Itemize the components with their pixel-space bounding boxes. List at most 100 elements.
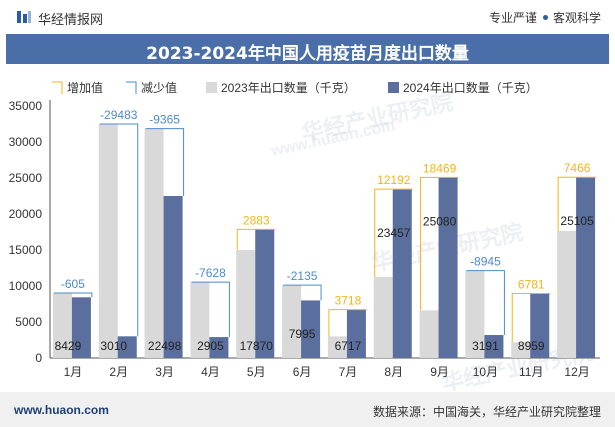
x-tick-label: 12月 [564, 365, 589, 379]
slogan-left: 专业严谨 [488, 11, 537, 25]
bar-2024 [301, 300, 321, 358]
change-value-label: -8945 [470, 255, 501, 269]
increase-bracket [236, 228, 276, 251]
value-label-2024: 8959 [518, 339, 545, 353]
website-link[interactable]: www.huaon.com [14, 403, 109, 417]
legend-label: 2023年出口数量（千克） [221, 80, 356, 95]
value-label-2024: 3191 [472, 339, 499, 353]
y-tick-label: 5000 [15, 315, 42, 329]
bar-2023 [419, 310, 439, 358]
x-tick-label: 5月 [247, 365, 266, 379]
x-tick-label: 2月 [109, 365, 128, 379]
bar-2024 [163, 196, 183, 358]
change-value-label: -7628 [195, 266, 226, 280]
change-value-label: 18469 [423, 161, 457, 175]
bar-2023 [373, 276, 393, 358]
bar-2024 [255, 229, 275, 358]
value-label-2024: 22498 [148, 339, 182, 353]
bar-2023 [52, 292, 72, 358]
bar-2023 [98, 124, 118, 358]
value-label-2024: 6717 [335, 339, 362, 353]
change-value-label: 3718 [335, 294, 362, 308]
change-value-label: 7466 [564, 161, 591, 175]
legend-swatch-increase [52, 81, 63, 94]
x-tick-label: 1月 [64, 365, 83, 379]
bar-2023 [557, 230, 577, 358]
bar-2024 [530, 293, 550, 358]
value-label-2024: 23457 [377, 226, 411, 240]
data-source: 数据来源：中国海关，华经产业研究院整理 [372, 405, 601, 419]
bar-2023 [327, 336, 347, 358]
legend-swatch-2023 [206, 82, 217, 93]
increase-bracket [557, 176, 597, 231]
value-label-2024: 25080 [423, 214, 457, 228]
x-tick-label: 3月 [155, 365, 174, 379]
change-value-label: -29483 [100, 108, 138, 122]
x-tick-label: 8月 [384, 365, 403, 379]
bar-2024 [209, 337, 229, 358]
legend-swatch-2024 [388, 82, 399, 93]
x-tick-label: 11月 [519, 365, 543, 379]
value-label-2024: 2905 [197, 339, 224, 353]
y-tick-label: 20000 [9, 207, 43, 221]
y-tick-label: 10000 [9, 279, 43, 293]
legend-label: 减少值 [141, 80, 177, 95]
change-value-label: -2135 [287, 269, 318, 283]
brand-name: 华经情报网 [38, 12, 104, 27]
bar-2024 [346, 309, 366, 358]
legend-swatch-decrease [126, 81, 137, 94]
y-tick-label: 15000 [9, 243, 43, 257]
change-value-label: -9365 [149, 113, 180, 127]
bar-2024 [576, 177, 596, 358]
x-tick-label: 4月 [201, 365, 220, 379]
increase-bracket [511, 292, 551, 343]
y-tick-label: 25000 [9, 171, 43, 185]
change-value-label: -605 [61, 277, 85, 291]
x-tick-label: 9月 [430, 365, 449, 379]
decrease-bracket [145, 128, 185, 197]
bar-2023 [190, 282, 210, 358]
bar-2023 [511, 342, 531, 358]
value-label-2024: 3010 [100, 339, 127, 353]
increase-bracket [374, 188, 413, 277]
title-bar: 2023-2024年中国人用疫苗月度出口数量 [6, 34, 609, 64]
bar-2024 [484, 335, 504, 358]
value-label-2024: 7995 [289, 327, 316, 341]
bar-2024 [438, 177, 458, 358]
slogan-right: 客观科学 [552, 11, 601, 25]
slogan: 专业严谨 客观科学 [489, 9, 601, 26]
increase-bracket [420, 176, 459, 311]
chart-title: 2023-2024年中国人用疫苗月度出口数量 [146, 44, 469, 64]
x-tick-label: 7月 [339, 365, 358, 379]
bar-chart: 增加值 减少值 2023年出口数量（千克） 2024年出口数量（千克） 0 5000 100… [9, 80, 600, 379]
x-tick-label: 10月 [473, 365, 498, 379]
change-value-label: 6781 [518, 277, 545, 291]
value-label-2024: 25105 [560, 214, 594, 228]
y-tick-label: 35000 [9, 99, 43, 113]
separator-dot [542, 15, 548, 21]
top-bar: 华经情报网 专业严谨 客观科学 [0, 0, 615, 34]
value-label-2024: 8429 [55, 339, 82, 353]
bar-2024 [117, 336, 137, 358]
decrease-bracket [466, 270, 505, 336]
bar-2024 [71, 297, 91, 358]
footer: www.huaon.com 数据来源：中国海关，华经产业研究院整理 [0, 392, 615, 427]
bar-2024 [392, 189, 412, 358]
decrease-bracket [53, 292, 93, 298]
decrease-bracket [191, 281, 230, 338]
legend-label: 增加值 [67, 80, 103, 95]
change-value-label: 12192 [377, 173, 411, 187]
y-tick-label: 30000 [9, 135, 43, 149]
increase-bracket [328, 309, 367, 337]
bar-2023 [144, 128, 164, 358]
y-tick-label: 0 [35, 351, 42, 365]
bar-2023 [465, 270, 485, 358]
huajing-logo-icon [17, 11, 31, 23]
decrease-bracket [283, 284, 322, 301]
decrease-bracket [99, 123, 139, 337]
x-tick-label: 6月 [293, 365, 312, 379]
legend-label: 2024年出口数量（千克） [403, 80, 538, 95]
value-label-2024: 17870 [240, 339, 274, 353]
bar-2023 [282, 285, 302, 358]
change-value-label: 2883 [243, 213, 270, 227]
